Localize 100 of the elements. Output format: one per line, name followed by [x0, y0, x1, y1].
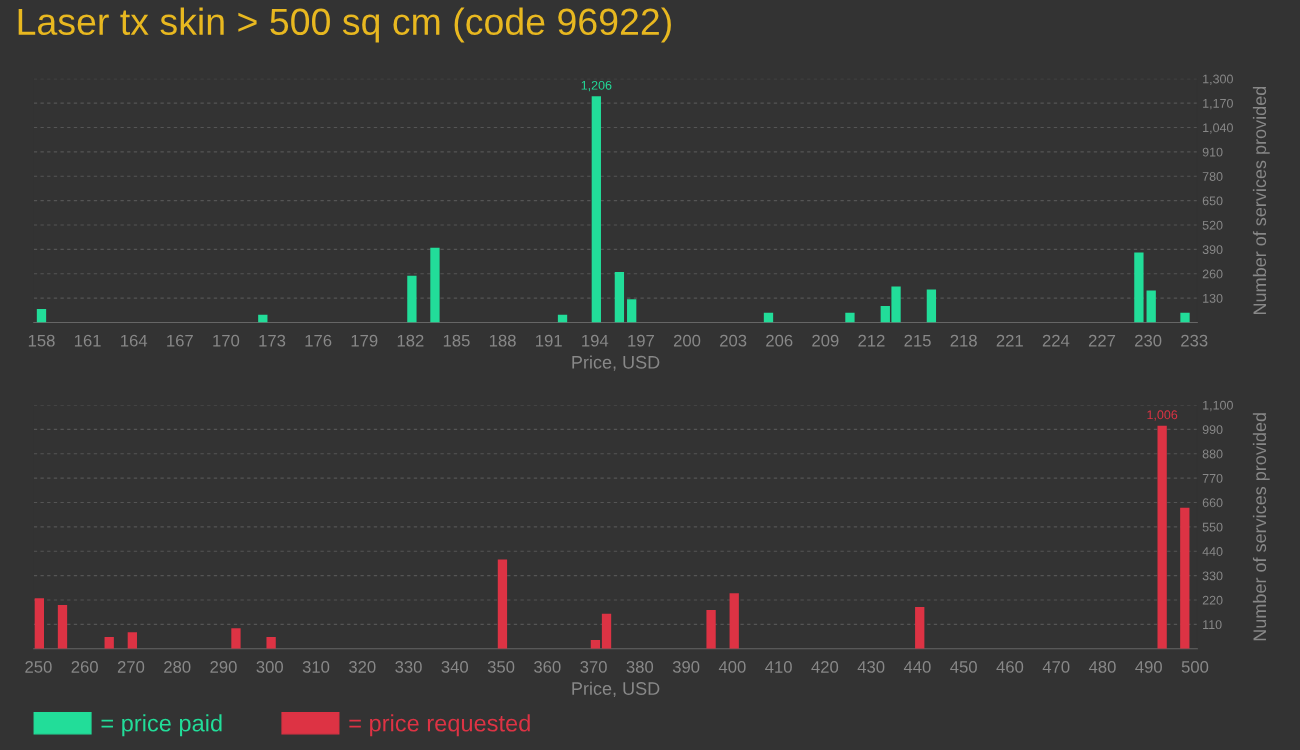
y-tick-label: 390 — [1202, 245, 1223, 255]
bar — [845, 312, 855, 323]
x-tick-label: 191 — [536, 334, 562, 347]
x-tick-label: 410 — [765, 661, 792, 673]
x-tick-label: 300 — [256, 661, 283, 673]
bar — [591, 96, 601, 323]
x-tick-label: 400 — [718, 661, 746, 673]
y-axis-title: Number of services provided — [1252, 413, 1270, 641]
y-tick-label: 990 — [1202, 425, 1223, 435]
x-tick-label: 250 — [25, 661, 52, 673]
x-tick-label: 182 — [397, 334, 424, 347]
bar — [1157, 425, 1167, 649]
y-tick-label: 880 — [1202, 449, 1223, 459]
bar — [627, 299, 637, 323]
bar — [231, 628, 241, 649]
x-tick-label: 197 — [628, 334, 654, 347]
x-tick-label: 270 — [117, 661, 145, 673]
bar — [36, 309, 47, 323]
y-tick-label: 110 — [1203, 620, 1222, 630]
data-label: 1,006 — [1147, 410, 1178, 421]
x-tick-label: 420 — [811, 661, 839, 673]
y-tick-label: 660 — [1202, 498, 1223, 508]
bar — [34, 598, 45, 649]
y-tick-label: 1,170 — [1203, 98, 1233, 110]
bar — [915, 607, 925, 649]
bar — [1180, 507, 1190, 649]
x-tick-label: 370 — [580, 661, 607, 673]
y-tick-label: 780 — [1202, 172, 1223, 181]
bar — [266, 637, 276, 649]
y-tick-label: 1,100 — [1203, 400, 1233, 412]
x-tick-label: 212 — [858, 334, 885, 347]
bar — [614, 272, 625, 323]
x-tick-label: 380 — [626, 661, 654, 673]
x-tick-label: 224 — [1042, 334, 1070, 347]
bar — [497, 559, 508, 649]
bar — [57, 605, 68, 649]
x-tick-label: 340 — [441, 661, 469, 673]
x-tick-label: 350 — [487, 661, 515, 673]
x-tick-label: 430 — [857, 661, 885, 673]
bar — [1134, 252, 1144, 323]
x-tick-label: 450 — [950, 661, 977, 673]
x-tick-label: 460 — [996, 661, 1024, 673]
y-tick-label: 770 — [1202, 473, 1223, 483]
bar — [729, 593, 739, 649]
x-tick-label: 173 — [259, 334, 286, 347]
y-tick-label: 1,040 — [1203, 123, 1233, 134]
x-tick-label: 260 — [71, 661, 98, 673]
bar — [706, 609, 716, 649]
x-tick-label: 490 — [1135, 661, 1162, 673]
x-axis-title: Price, USD — [572, 355, 660, 371]
x-tick-label: 480 — [1088, 661, 1116, 673]
x-tick-label: 500 — [1181, 661, 1209, 673]
x-tick-label: 209 — [812, 334, 839, 347]
bar — [407, 275, 417, 323]
x-tick-label: 200 — [673, 334, 701, 347]
x-tick-label: 330 — [395, 661, 422, 673]
x-axis-title: Price, USD — [572, 681, 660, 698]
bar — [926, 289, 937, 323]
bar — [1146, 290, 1156, 323]
x-tick-label: 470 — [1042, 661, 1070, 673]
bar — [601, 613, 612, 649]
x-tick-label: 164 — [121, 334, 148, 347]
x-tick-label: 194 — [582, 334, 609, 347]
x-tick-label: 203 — [720, 334, 747, 347]
x-tick-label: 176 — [305, 334, 332, 347]
chart-title: Laser tx skin > 500 sq cm (code 96922) — [18, 7, 671, 43]
x-tick-label: 390 — [672, 661, 700, 673]
bar — [430, 247, 440, 323]
y-tick-label: 910 — [1202, 147, 1223, 157]
y-tick-label: 650 — [1202, 196, 1223, 206]
legend-label: = price paid — [101, 714, 222, 737]
bar — [104, 637, 114, 649]
x-tick-label: 360 — [534, 661, 561, 673]
x-tick-label: 167 — [167, 334, 193, 347]
bar — [1180, 312, 1190, 323]
x-tick-label: 230 — [1135, 334, 1162, 347]
y-tick-label: 440 — [1202, 547, 1223, 556]
x-tick-label: 185 — [443, 334, 470, 347]
x-tick-label: 440 — [903, 661, 931, 673]
legend-label: = price requested — [349, 714, 530, 737]
y-tick-label: 1,300 — [1203, 74, 1233, 85]
x-tick-label: 320 — [349, 661, 376, 673]
x-tick-label: 215 — [904, 334, 931, 347]
x-tick-label: 170 — [213, 334, 240, 347]
x-tick-label: 280 — [164, 661, 191, 673]
x-tick-label: 218 — [950, 334, 977, 347]
x-tick-label: 310 — [302, 661, 330, 673]
y-tick-label: 330 — [1202, 571, 1223, 581]
y-tick-label: 260 — [1202, 269, 1223, 279]
x-tick-label: 188 — [489, 334, 516, 347]
y-tick-label: 220 — [1202, 595, 1223, 605]
y-tick-label: 520 — [1202, 220, 1223, 230]
x-tick-label: 158 — [28, 334, 55, 347]
y-tick-label: 130 — [1203, 293, 1223, 303]
x-tick-label: 290 — [210, 661, 237, 673]
y-axis-title: Number of services provided — [1252, 86, 1270, 315]
y-tick-label: 550 — [1202, 522, 1223, 532]
x-tick-label: 233 — [1181, 334, 1208, 347]
bar — [590, 640, 601, 649]
data-label: 1,206 — [581, 80, 612, 92]
